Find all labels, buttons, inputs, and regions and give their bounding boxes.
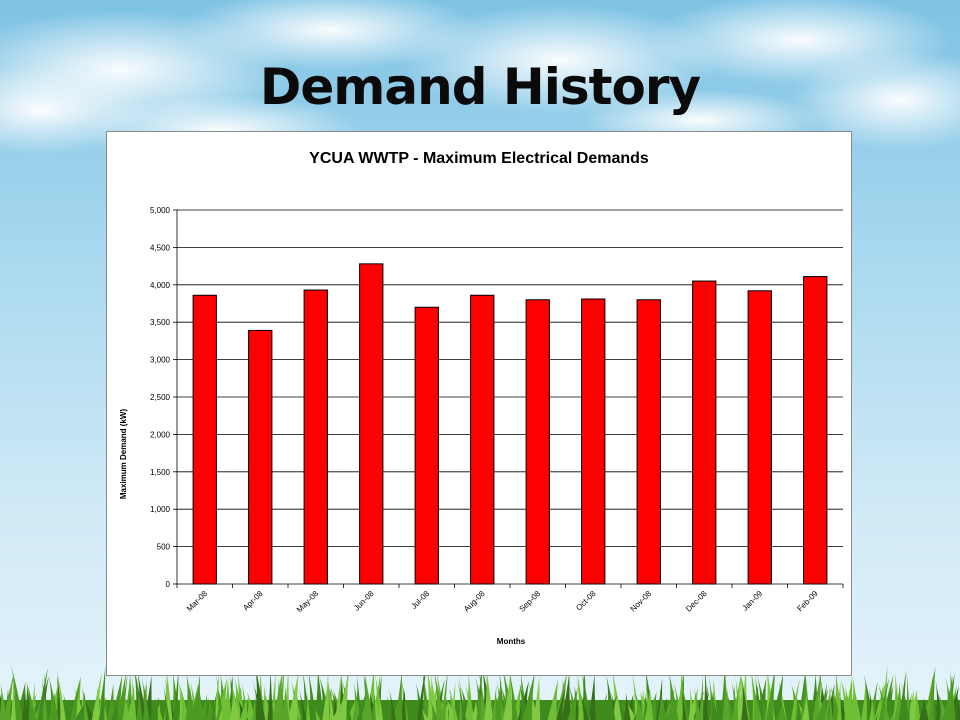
bar-chart: YCUA WWTP - Maximum Electrical Demands 0… [119, 150, 844, 646]
bar [747, 290, 772, 585]
y-tick-label: 5,000 [150, 206, 171, 215]
x-tick-label: Dec-08 [684, 589, 709, 614]
x-tick-label: Nov-08 [629, 589, 654, 614]
y-tick-label: 0 [166, 580, 171, 589]
grass-strip [0, 664, 960, 720]
y-tick-label: 4,000 [150, 281, 171, 290]
x-tick-label: May-08 [295, 589, 321, 615]
bar [525, 299, 550, 585]
x-tick-label: Jul-08 [409, 589, 431, 611]
x-tick-label: Apr-08 [241, 589, 265, 613]
bar [414, 306, 439, 585]
slide-title: Demand History [259, 58, 701, 116]
x-axis-ticks: Mar-08 Apr-08 May-08 Jun-08 Jul-08 Aug-08 Sep-… [176, 584, 844, 615]
bar [248, 329, 273, 585]
bars [192, 263, 828, 585]
x-tick-label: Feb-09 [795, 589, 820, 614]
gridlines [173, 209, 843, 585]
y-tick-label: 3,000 [150, 356, 171, 365]
x-tick-label: Jan-09 [740, 589, 764, 613]
x-tick-label: Aug-08 [462, 589, 487, 614]
y-axis-label: Maximum Demand (kW) [119, 409, 128, 500]
y-tick-label: 3,500 [150, 318, 171, 327]
x-axis-label: Months [497, 637, 526, 646]
y-tick-label: 2,000 [150, 430, 171, 439]
chart-title: YCUA WWTP - Maximum Electrical Demands [309, 150, 649, 167]
x-tick-label: Sep-08 [518, 589, 543, 614]
y-tick-label: 4,500 [150, 243, 171, 252]
bar [192, 294, 217, 585]
x-tick-label: Jun-08 [352, 589, 376, 613]
bar [581, 298, 606, 585]
bar [636, 299, 661, 585]
bar [692, 280, 717, 585]
bar [359, 263, 384, 585]
y-axis-ticks: 0 500 1,000 1,500 2,000 2,500 3,000 3,500 4,000 4… [150, 206, 171, 589]
bar [470, 294, 495, 585]
x-tick-label: Oct-08 [574, 589, 598, 613]
y-tick-label: 2,500 [150, 393, 171, 402]
y-tick-label: 1,500 [150, 468, 171, 477]
y-tick-label: 500 [157, 543, 171, 552]
bar [303, 289, 328, 585]
x-tick-label: Mar-08 [185, 589, 210, 614]
bar [803, 276, 828, 585]
chart-frame: YCUA WWTP - Maximum Electrical Demands 0… [106, 131, 852, 676]
y-tick-label: 1,000 [150, 505, 171, 514]
